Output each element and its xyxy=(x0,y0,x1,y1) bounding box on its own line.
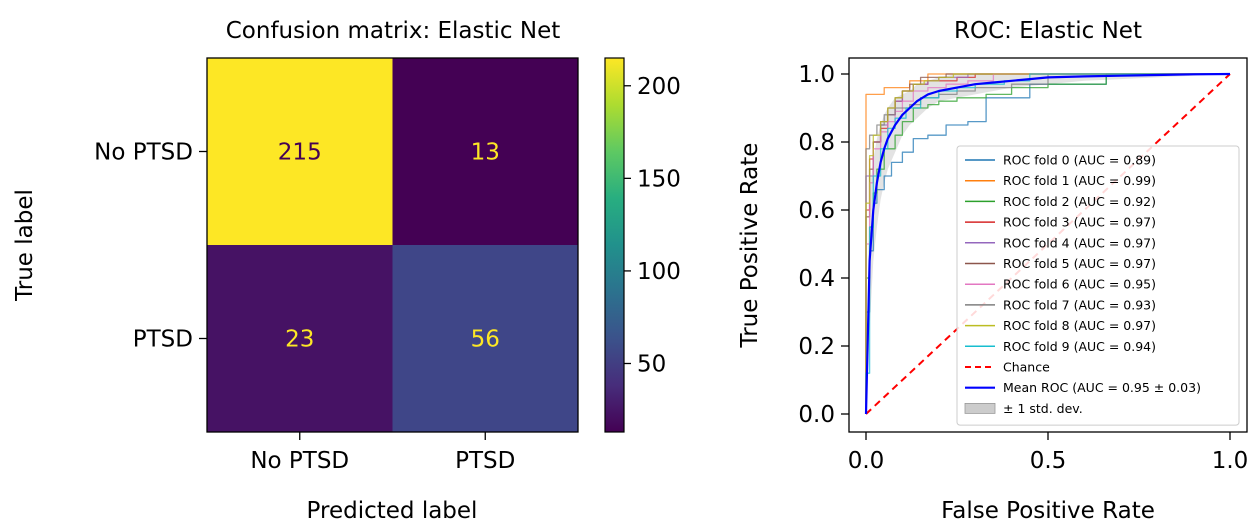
colorbar-tick-label: 150 xyxy=(637,166,681,192)
roc-x-axis-label: False Positive Rate xyxy=(941,498,1155,524)
cm-cell-value: 215 xyxy=(278,140,322,166)
colorbar-ticks: 50 100 150 200 xyxy=(624,74,681,377)
legend-box xyxy=(956,145,1240,426)
roc-ticks: 0.0 0.5 1.0 0.0 0.2 0.4 0.6 0.8 1.0 xyxy=(798,62,1248,474)
legend-entry-label: ROC fold 5 (AUC = 0.97) xyxy=(1003,256,1156,271)
colorbar-gradient xyxy=(604,57,625,433)
legend-entry-label: ROC fold 1 (AUC = 0.99) xyxy=(1003,173,1156,188)
roc-y-tick-label: 0.6 xyxy=(798,198,835,224)
roc-panel: ROC: Elastic Net 0.0 0.5 1.00.00.20.40.60.… xyxy=(737,18,1248,524)
roc-fold-line xyxy=(865,73,1230,414)
cm-cell-value: 13 xyxy=(471,140,500,166)
cm-y-tick-label: PTSD xyxy=(133,327,193,353)
cm-cells: 215 13 23 56 xyxy=(207,58,579,433)
legend-entry-label: ROC fold 4 (AUC = 0.97) xyxy=(1003,235,1156,250)
legend-entry-label: ROC fold 2 (AUC = 0.92) xyxy=(1003,194,1156,209)
cm-cell xyxy=(207,245,393,433)
colorbar-tick-label: 50 xyxy=(637,351,666,377)
legend-entry-label: ± 1 std. dev. xyxy=(1003,401,1083,416)
mean-roc-line xyxy=(864,72,1231,415)
legend-entry-label: ROC fold 8 (AUC = 0.97) xyxy=(1003,318,1156,333)
cm-y-axis-label: True label xyxy=(12,189,38,302)
cm-axes-frame xyxy=(206,57,579,433)
cm-cell xyxy=(207,58,393,246)
roc-legend: ROC fold 0 (AUC = 0.89) ROC fold 1 (AUC =… xyxy=(956,145,1240,426)
colorbar: 50 100 150 200 xyxy=(604,57,681,433)
roc-x-tick-label: 0.5 xyxy=(1030,448,1067,474)
legend-entry-label: ROC fold 7 (AUC = 0.93) xyxy=(1003,297,1156,312)
roc-x-tick-label: 0.0 xyxy=(848,448,885,474)
cm-y-tick-label: No PTSD xyxy=(94,140,193,166)
roc-y-tick-label: 0.0 xyxy=(798,402,835,428)
cm-title: Confusion matrix: Elastic Net xyxy=(226,18,561,44)
legend-entry-label: Chance xyxy=(1003,360,1050,375)
roc-y-tick-label: 0.8 xyxy=(798,130,835,156)
legend-entry-label: ROC fold 6 (AUC = 0.95) xyxy=(1003,277,1156,292)
legend-swatch xyxy=(964,402,996,414)
colorbar-tick-label: 100 xyxy=(637,259,681,285)
legend-entry-label: Mean ROC (AUC = 0.95 ± 0.03) xyxy=(1003,380,1201,395)
cm-x-tick-label: No PTSD xyxy=(250,448,349,474)
colorbar-tick-label: 200 xyxy=(637,74,681,100)
legend-entry-label: ROC fold 0 (AUC = 0.89) xyxy=(1003,153,1156,168)
roc-y-tick-label: 0.2 xyxy=(798,334,835,360)
cm-x-tick-label: PTSD xyxy=(455,448,515,474)
legend-entry-label: ROC fold 3 (AUC = 0.97) xyxy=(1003,215,1156,230)
legend-entry-label: ROC fold 9 (AUC = 0.94) xyxy=(1003,339,1156,354)
cm-cell xyxy=(392,245,579,433)
cm-cell-value: 23 xyxy=(285,327,314,353)
cm-cell-value: 56 xyxy=(471,327,500,353)
roc-y-tick-label: 0.4 xyxy=(798,266,835,292)
roc-title: ROC: Elastic Net xyxy=(954,18,1142,44)
roc-y-tick-label: 1.0 xyxy=(798,62,835,88)
roc-plot-area xyxy=(864,72,1231,415)
cm-x-axis-label: Predicted label xyxy=(307,498,478,524)
roc-y-axis-label: True Positive Rate xyxy=(737,143,763,349)
cm-cell xyxy=(392,58,579,246)
roc-x-tick-label: 1.0 xyxy=(1212,448,1249,474)
cm-ticks: No PTSD PTSD No PTSD PTSD xyxy=(94,140,515,475)
